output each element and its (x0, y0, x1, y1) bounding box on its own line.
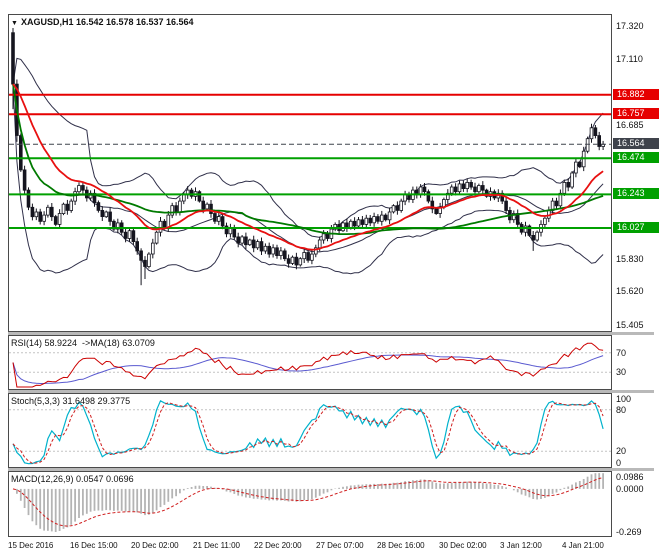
time-axis-label: 3 Jan 12:00 (500, 541, 542, 550)
time-axis-label: 20 Dec 02:00 (131, 541, 179, 550)
pane-divider[interactable] (8, 390, 654, 393)
price-tick-label: 16.685 (616, 120, 644, 130)
time-axis-label: 16 Dec 15:00 (70, 541, 118, 550)
stoch-axis-label: 0 (616, 458, 622, 468)
ma-slow-line (12, 83, 604, 235)
ma-fast-line (12, 83, 604, 251)
time-axis-label: 27 Dec 07:00 (316, 541, 364, 550)
main-price-chart[interactable] (8, 14, 612, 332)
price-level-badge: 16.474 (613, 152, 659, 163)
time-axis-label: 30 Dec 02:00 (439, 541, 487, 550)
rsi-pane[interactable] (8, 335, 612, 390)
stoch-signal-line (12, 402, 604, 464)
price-tick-label: 15.830 (616, 254, 644, 264)
price-level-badge: 16.027 (613, 222, 659, 233)
pane-divider[interactable] (8, 468, 654, 471)
stoch-axis-label: 20 (616, 446, 627, 456)
time-axis-label: 21 Dec 11:00 (193, 541, 240, 550)
symbol-title: XAGUSD,H1 16.542 16.578 16.537 16.564 (20, 17, 194, 27)
macd-histogram (15, 473, 604, 532)
price-level-badge: 16.243 (613, 188, 659, 199)
time-axis-label: 28 Dec 16:00 (377, 541, 425, 550)
macd-axis-label: -0.269 (616, 527, 642, 537)
price-tick-label: 15.405 (616, 320, 644, 330)
time-axis-label: 4 Jan 21:00 (562, 541, 604, 550)
horizontal-levels (9, 93, 611, 229)
macd-pane[interactable] (8, 471, 612, 537)
stoch-main-line (12, 399, 604, 465)
stochastic-pane[interactable] (8, 393, 612, 468)
macd-signal-line (12, 477, 604, 527)
price-level-badge: 16.564 (613, 138, 659, 149)
time-axis[interactable] (8, 537, 612, 557)
rsi-line (12, 342, 604, 388)
price-tick-label: 17.110 (616, 54, 643, 64)
pane-divider[interactable] (8, 332, 654, 335)
rsi-axis-label: 30 (616, 367, 627, 377)
stoch-axis-label: 100 (616, 394, 632, 404)
rsi-label: RSI(14) 58.9224 ->MA(18) 63.0709 (11, 338, 155, 348)
macd-axis-label: 0.0000 (616, 484, 644, 494)
macd-label: MACD(12,26,9) 0.0547 0.0696 (11, 474, 134, 484)
price-level-badge: 16.757 (613, 108, 659, 119)
stoch-axis-label: 80 (616, 405, 627, 415)
time-axis-label: 22 Dec 20:00 (254, 541, 302, 550)
stochastic-label: Stoch(5,3,3) 31.6498 29.3775 (11, 396, 131, 406)
time-axis-label: 15 Dec 2016 (8, 541, 54, 550)
price-tick-label: 17.320 (616, 21, 644, 31)
rsi-axis-label: 70 (616, 348, 627, 358)
rsi-ma-line (12, 354, 604, 384)
price-tick-label: 15.620 (616, 286, 644, 296)
price-level-badge: 16.882 (613, 89, 659, 100)
macd-axis-label: 0.0986 (616, 472, 644, 482)
symbol-ohlc-label: ▼ XAGUSD,H1 16.542 16.578 16.537 16.564 (11, 17, 194, 27)
chevron-down-icon[interactable]: ▼ (11, 20, 18, 27)
